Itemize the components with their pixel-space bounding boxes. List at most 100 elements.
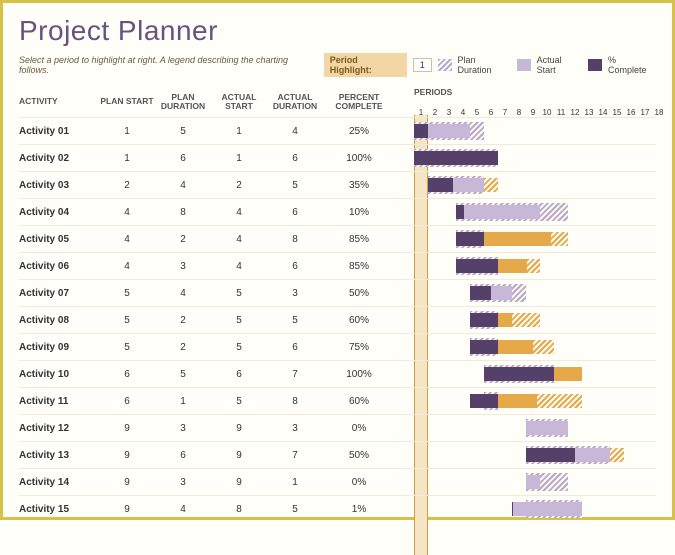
period-numbers: 123456789101112131415161718 [414,108,666,117]
cell-actual-duration: 7 [267,369,323,380]
period-number: 16 [624,108,638,117]
period-number: 11 [554,108,568,117]
bar-complete [526,448,575,462]
cell-activity: Activity 02 [19,153,99,164]
bar-complete [470,286,491,300]
bar-actual [526,421,568,435]
cell-plan-start: 2 [99,180,155,191]
cell-actual-duration: 3 [267,288,323,299]
cell-percent: 50% [323,450,395,461]
gantt-row [414,144,656,171]
col-plan-start: PLAN START [99,97,155,106]
page-title: Project Planner [19,15,656,47]
cell-plan-start: 9 [99,423,155,434]
period-highlight-value[interactable]: 1 [413,58,432,72]
gantt-row [414,306,656,333]
table-row: Activity 06434685% [19,252,414,279]
cell-plan-start: 4 [99,207,155,218]
bar-beyond [512,313,540,327]
cell-plan-duration: 2 [155,234,211,245]
cell-actual-duration: 4 [267,126,323,137]
cell-activity: Activity 12 [19,423,99,434]
cell-activity: Activity 08 [19,315,99,326]
bar-complete [470,340,498,354]
cell-percent: 0% [323,423,395,434]
cell-percent: 85% [323,234,395,245]
cell-actual-start: 5 [211,342,267,353]
bar-beyond [537,394,582,408]
period-number: 15 [610,108,624,117]
cell-plan-duration: 5 [155,369,211,380]
gantt-row [414,387,656,414]
cell-actual-duration: 7 [267,450,323,461]
period-number: 14 [596,108,610,117]
period-number: 18 [652,108,666,117]
cell-plan-duration: 4 [155,504,211,515]
table-row: Activity 05424885% [19,225,414,252]
legend-label-complete: % Complete [608,55,656,75]
bar-beyond [551,232,568,246]
cell-percent: 25% [323,126,395,137]
period-number: 5 [470,108,484,117]
cell-plan-start: 5 [99,342,155,353]
cell-actual-start: 8 [211,504,267,515]
cell-plan-start: 1 [99,126,155,137]
table-row: Activity 1493910% [19,468,414,495]
bar-complete [456,232,484,246]
cell-actual-start: 4 [211,261,267,272]
data-table: ACTIVITY PLAN START PLAN DURATION ACTUAL… [19,87,414,522]
cell-percent: 60% [323,315,395,326]
bar-beyond-complete [554,367,582,381]
gantt-row [414,360,656,387]
bar-beyond-complete [498,313,512,327]
legend-swatch-actual [517,59,531,71]
cell-actual-start: 5 [211,315,267,326]
period-number: 13 [582,108,596,117]
cell-plan-start: 1 [99,153,155,164]
bar-complete [414,151,498,165]
cell-percent: 50% [323,288,395,299]
table-row: Activity 106567100% [19,360,414,387]
cell-activity: Activity 07 [19,288,99,299]
cell-plan-duration: 4 [155,288,211,299]
cell-actual-duration: 6 [267,342,323,353]
cell-activity: Activity 05 [19,234,99,245]
cell-percent: 100% [323,369,395,380]
cell-actual-start: 5 [211,396,267,407]
cell-percent: 85% [323,261,395,272]
bar-beyond-complete [498,340,533,354]
bar-complete [414,124,428,138]
cell-actual-start: 6 [211,369,267,380]
gantt-row [414,468,656,495]
cell-plan-duration: 1 [155,396,211,407]
table-row: Activity 1293930% [19,414,414,441]
cell-plan-start: 9 [99,477,155,488]
cell-actual-start: 1 [211,126,267,137]
bar-complete [512,502,513,516]
bar-beyond [484,178,498,192]
cell-activity: Activity 04 [19,207,99,218]
bar-complete [428,178,453,192]
bar-complete [456,259,498,273]
period-number: 3 [442,108,456,117]
bar-actual [456,205,540,219]
cell-actual-start: 1 [211,153,267,164]
cell-activity: Activity 13 [19,450,99,461]
table-row: Activity 021616100% [19,144,414,171]
bar-complete [470,394,498,408]
cell-plan-duration: 6 [155,450,211,461]
table-row: Activity 03242535% [19,171,414,198]
gantt-row [414,252,656,279]
cell-plan-start: 4 [99,261,155,272]
cell-actual-duration: 5 [267,315,323,326]
table-row: Activity 13969750% [19,441,414,468]
table-row: Activity 04484610% [19,198,414,225]
legend-label-plan: Plan Duration [458,55,511,75]
cell-plan-start: 9 [99,504,155,515]
cell-percent: 1% [323,504,395,515]
cell-actual-start: 4 [211,234,267,245]
period-number: 2 [428,108,442,117]
bar-complete [456,205,464,219]
col-actual-duration: ACTUAL DURATION [267,93,323,112]
cell-plan-duration: 3 [155,261,211,272]
